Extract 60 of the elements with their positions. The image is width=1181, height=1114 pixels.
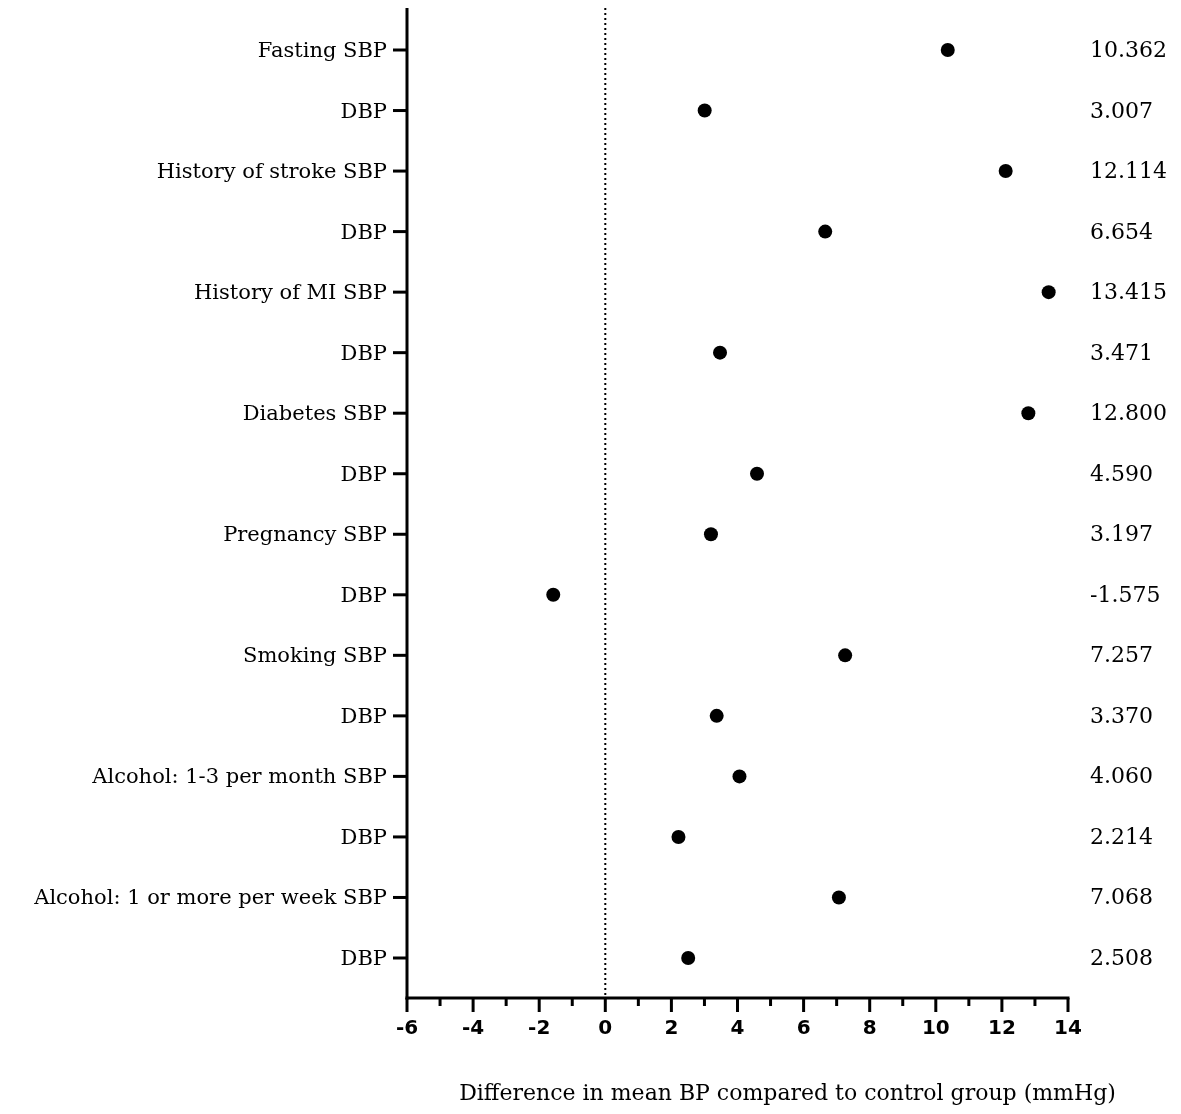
- x-tick-label: 8: [862, 1015, 877, 1039]
- x-tick-label: 14: [1054, 1015, 1082, 1039]
- point: [732, 769, 747, 784]
- point: [709, 708, 724, 723]
- data-label: 12.800: [1090, 400, 1167, 426]
- y-tick-label: Pregnancy SBP: [223, 522, 387, 547]
- data-label: 10.362: [1090, 37, 1167, 62]
- data-label: 3.370: [1090, 702, 1153, 728]
- point: [1041, 285, 1056, 300]
- x-tick-label: 0: [598, 1015, 613, 1039]
- data-label: 3.007: [1090, 97, 1153, 123]
- y-tick-label: DBP: [340, 946, 387, 970]
- data-label: 3.471: [1090, 339, 1153, 365]
- x-tick-label: -6: [395, 1015, 419, 1039]
- y-tick-label: DBP: [340, 340, 387, 365]
- y-tick-label: Alcohol: 1 or more per week SBP: [33, 885, 387, 910]
- data-label: 4.060: [1090, 763, 1153, 789]
- point: [940, 43, 955, 57]
- x-tick-label: 12: [987, 1015, 1016, 1039]
- data-label: 13.415: [1090, 279, 1167, 305]
- point: [750, 466, 764, 481]
- point: [998, 164, 1013, 179]
- y-tick-label: DBP: [340, 824, 387, 849]
- point: [697, 103, 712, 118]
- point: [713, 345, 728, 360]
- y-tick-label: Fasting SBP: [257, 38, 387, 62]
- y-tick-label: DBP: [340, 582, 387, 607]
- data-label: 3.197: [1090, 521, 1153, 547]
- y-tick-label: History of MI SBP: [194, 280, 387, 305]
- point: [1021, 406, 1036, 421]
- point: [818, 224, 833, 239]
- y-tick-label: Diabetes SBP: [242, 401, 387, 426]
- point: [838, 648, 853, 663]
- data-label: 7.068: [1090, 884, 1153, 910]
- point: [671, 829, 686, 844]
- point: [546, 587, 561, 602]
- x-tick-label: -2: [528, 1015, 551, 1039]
- point: [831, 890, 846, 905]
- x-tick-label: 2: [664, 1015, 679, 1039]
- x-tick-label: -4: [461, 1015, 485, 1039]
- x-tick-label: 4: [730, 1015, 745, 1039]
- x-tick-label: 10: [921, 1015, 950, 1039]
- y-tick-label: Alcohol: 1-3 per month SBP: [91, 764, 387, 789]
- y-tick-label: History of stroke SBP: [156, 159, 387, 184]
- data-label: 12.114: [1090, 158, 1167, 184]
- y-tick-label: DBP: [340, 461, 387, 486]
- data-label: 2.214: [1090, 823, 1153, 849]
- y-tick-label: DBP: [340, 219, 387, 244]
- data-label: 4.590: [1090, 460, 1153, 486]
- data-label: -1.575: [1090, 581, 1161, 607]
- point: [703, 527, 718, 542]
- data-label: 2.508: [1090, 945, 1153, 970]
- y-tick-label: Smoking SBP: [243, 643, 387, 668]
- y-tick-label: DBP: [340, 98, 387, 123]
- x-axis-title: Difference in mean BP compared to control group (mmHg): [459, 1080, 1116, 1105]
- y-tick-label: DBP: [340, 703, 387, 728]
- x-tick-label: 6: [796, 1015, 811, 1039]
- point: [681, 951, 696, 965]
- data-label: 7.257: [1090, 642, 1153, 668]
- data-label: 6.654: [1090, 218, 1153, 244]
